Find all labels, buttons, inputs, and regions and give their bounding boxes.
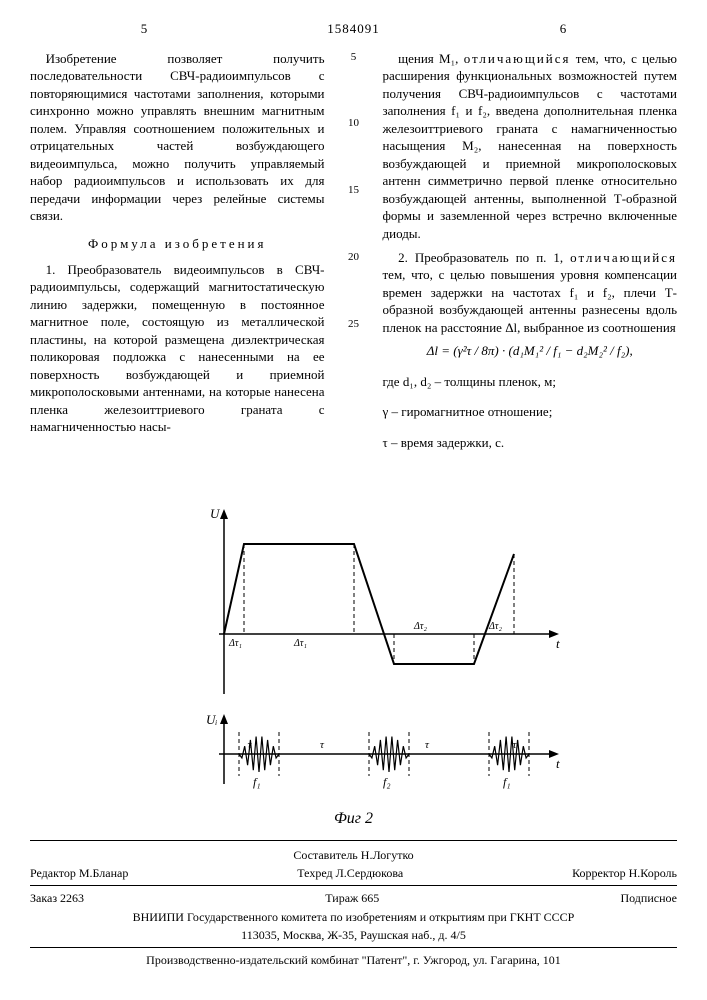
figure-svg: UtΔτ₁Δτ₁Δτ₂Δτ₂Uᵢtf₁f₂f₁ττττ [144, 484, 564, 804]
where-1: где d₁, d₂ – толщины пленок, м; [396, 373, 678, 391]
svg-text:f₁: f₁ [253, 775, 261, 789]
svg-text:t: t [556, 636, 560, 651]
text-columns: Изобретение позволяет получить последова… [30, 50, 677, 465]
linenum: 5 [345, 50, 363, 65]
svg-text:τ: τ [425, 739, 430, 751]
org-2: 113035, Москва, Ж-35, Раушская наб., д. … [30, 927, 677, 943]
tirage: Тираж 665 [325, 890, 379, 906]
figure-label: Фиг 2 [30, 808, 677, 830]
svg-text:U: U [210, 506, 221, 521]
svg-text:t: t [556, 756, 560, 771]
claim-2: 2. Преобразователь по п. 1, отличающийся… [383, 249, 678, 337]
page-left: 5 [141, 20, 148, 38]
svg-text:f₁: f₁ [503, 775, 511, 789]
svg-text:Δτ₁: Δτ₁ [293, 638, 307, 649]
left-column: Изобретение позволяет получить последова… [30, 50, 325, 465]
editor: Редактор М.Бланар [30, 865, 128, 881]
linenum: 10 [345, 116, 363, 131]
org-3: Производственно-издательский комбинат "П… [30, 952, 677, 968]
where-2: γ – гиромагнитное отношение; [396, 403, 678, 421]
linenum: 20 [345, 250, 363, 265]
divider [30, 947, 677, 948]
compiler: Составитель Н.Логутко [30, 847, 677, 863]
svg-text:f₂: f₂ [383, 775, 391, 789]
page-right: 6 [560, 20, 567, 38]
linenum: 15 [345, 183, 363, 198]
svg-text:Δτ₂: Δτ₂ [413, 621, 427, 632]
corrector: Корректор Н.Король [572, 865, 677, 881]
org-1: ВНИИПИ Государственного комитета по изоб… [30, 909, 677, 925]
right-column: щения M₁, отличающийся тем, что, с целью… [383, 50, 678, 465]
where-3: τ – время задержки, с. [396, 434, 678, 452]
claim-1: 1. Преобразователь видеоимпульсов в СВЧ-… [30, 261, 325, 436]
svg-text:Δτ₁: Δτ₁ [228, 638, 242, 649]
doc-number: 1584091 [327, 20, 380, 38]
divider [30, 885, 677, 886]
formula: Δl = (γ²τ / 8π) · (d₁M₁² / f₁ − d₂M₂² / … [383, 342, 678, 360]
order: Заказ 2263 [30, 890, 84, 906]
footer-row-2: Заказ 2263 Тираж 665 Подписное [30, 890, 677, 906]
line-numbers: 5 10 15 20 25 [345, 50, 363, 465]
figure-2: UtΔτ₁Δτ₁Δτ₂Δτ₂Uᵢtf₁f₂f₁ττττ Фиг 2 [30, 484, 677, 830]
left-para-1: Изобретение позволяет получить последова… [30, 50, 325, 225]
tech: Техред Л.Сердюкова [297, 865, 403, 881]
svg-text:Δτ₂: Δτ₂ [488, 621, 502, 632]
subscription: Подписное [620, 890, 677, 906]
linenum: 25 [345, 317, 363, 332]
formula-title: Формула изобретения [30, 235, 325, 253]
footer-row-1: Редактор М.Бланар Техред Л.Сердюкова Кор… [30, 865, 677, 881]
footer: Составитель Н.Логутко Редактор М.Бланар … [30, 840, 677, 968]
right-para-1: щения M₁, отличающийся тем, что, с целью… [383, 50, 678, 243]
svg-text:τ: τ [320, 739, 325, 751]
svg-text:Uᵢ: Uᵢ [206, 712, 217, 727]
page-header: 5 1584091 6 [30, 20, 677, 38]
